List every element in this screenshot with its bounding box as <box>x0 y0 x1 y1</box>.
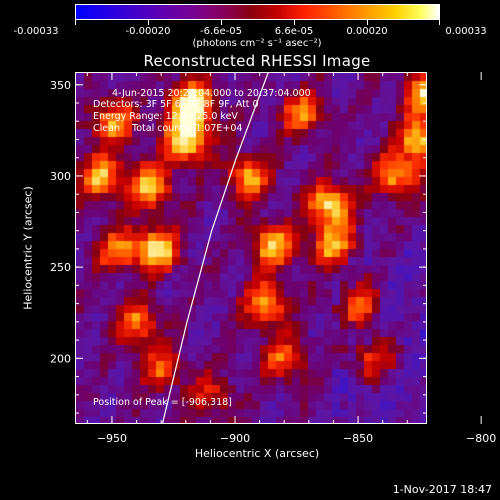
colorbar <box>75 4 440 20</box>
colorbar-tick-label: -0.00033 <box>13 26 59 37</box>
colorbar-tick <box>367 20 368 25</box>
colorbar-tick-label: -6.6e-05 <box>200 26 242 37</box>
plot-area <box>75 72 427 424</box>
heatmap-image <box>76 73 426 423</box>
colorbar-tick-label: 6.6e-05 <box>274 26 314 37</box>
colorbar-tick <box>294 20 295 25</box>
colorbar-tick <box>75 20 76 25</box>
y-tick-label: 250 <box>50 261 71 274</box>
colorbar-tick-label: 0.00020 <box>346 26 388 37</box>
colorbar-tick-label: -0.00020 <box>125 26 171 37</box>
colorbar-tick <box>148 20 149 25</box>
colorbar-units: (photons cm⁻² s⁻¹ asec⁻²) <box>192 38 322 49</box>
colorbar-tick <box>221 20 222 25</box>
plot-overlay <box>162 73 269 423</box>
chart-title: Reconstructed RHESSI Image <box>143 52 371 70</box>
colorbar-tick <box>439 20 440 25</box>
y-tick-label: 300 <box>50 170 71 183</box>
colorbar-tick-label: 0.00033 <box>445 26 487 37</box>
clean-counts-text: Clean Total counts: 1.07E+04 <box>93 123 243 134</box>
plot-timestamp: 1-Nov-2017 18:47 <box>392 483 492 496</box>
y-axis-title: Heliocentric Y (arcsec) <box>21 186 35 310</box>
x-tick-label: −850 <box>343 432 373 445</box>
detectors-text: Detectors: 3F 5F 6F 7F 8F 9F, Att 0 <box>93 99 259 110</box>
time-range-text: 4-Jun-2015 20:27:04.000 to 20:37:04.000 <box>112 88 311 99</box>
x-tick-label: −900 <box>220 432 250 445</box>
y-tick-label: 200 <box>50 352 71 365</box>
x-tick-label: −950 <box>97 432 127 445</box>
y-tick-label: 350 <box>50 79 71 92</box>
solar-limb-curve <box>162 73 269 423</box>
x-tick-label: −800 <box>466 432 496 445</box>
x-axis-title: Heliocentric X (arcsec) <box>194 447 320 460</box>
peak-position-text: Position of Peak = [-906,318] <box>93 397 232 408</box>
energy-range-text: Energy Range: 12.0 - 25.0 keV <box>93 111 238 122</box>
